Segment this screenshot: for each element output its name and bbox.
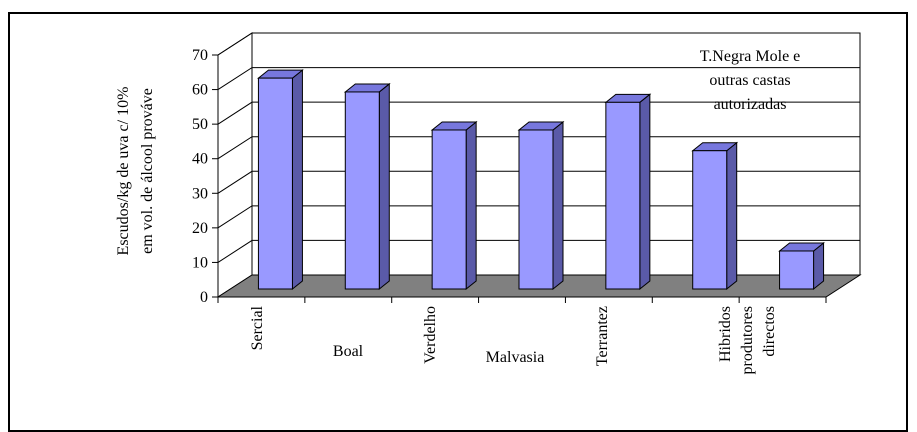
y-tick-label: 70 bbox=[192, 47, 208, 64]
gridlines bbox=[217, 32, 860, 263]
y-tick-label: 50 bbox=[192, 116, 208, 133]
gridline bbox=[217, 239, 860, 263]
bar bbox=[691, 141, 739, 291]
y-tick-label: 0 bbox=[200, 289, 208, 306]
x-category-label: T.Negra Mole e bbox=[700, 48, 801, 65]
y-tick-label: 60 bbox=[192, 82, 208, 99]
x-category-label: Terrantez bbox=[594, 306, 611, 366]
y-tick-label: 20 bbox=[192, 220, 208, 237]
x-category-label: produtores bbox=[739, 306, 756, 374]
gridline bbox=[217, 205, 860, 229]
bar bbox=[604, 93, 652, 291]
y-axis-title-line: em vol. de álcool prováve bbox=[139, 88, 156, 254]
bar bbox=[778, 241, 825, 291]
bar-front bbox=[257, 77, 293, 290]
bar-side bbox=[378, 82, 390, 291]
bar-front bbox=[692, 150, 728, 290]
gridline bbox=[217, 101, 860, 125]
x-axis-labels: Sercial Boal Verdelho Malvasia Terrantez Hibr… bbox=[249, 48, 800, 374]
gridline bbox=[217, 170, 860, 194]
gridline bbox=[217, 32, 860, 56]
bar-front bbox=[344, 91, 380, 290]
gridline bbox=[217, 136, 860, 160]
x-category-label: Malvasia bbox=[486, 349, 545, 366]
x-category-label: directos bbox=[761, 306, 778, 357]
bar bbox=[343, 82, 391, 291]
x-category-label: Hibridos bbox=[717, 306, 734, 362]
x-category-label: Sercial bbox=[249, 305, 266, 350]
gridline bbox=[217, 67, 860, 90]
bar bbox=[430, 120, 478, 291]
y-tick-label: 10 bbox=[192, 254, 208, 271]
side-wall bbox=[217, 32, 253, 298]
bars bbox=[257, 69, 825, 291]
bar-front bbox=[605, 101, 641, 290]
y-axis-label: Escudos/kg de uva c/ 10% em vol. de álcoo… bbox=[115, 87, 156, 256]
bar-side bbox=[639, 93, 651, 291]
x-category-label: Boal bbox=[333, 343, 364, 360]
y-axis-title-line: Escudos/kg de uva c/ 10% bbox=[115, 87, 132, 256]
x-category-label: Verdelho bbox=[422, 306, 439, 364]
bar-front bbox=[779, 250, 815, 290]
bar-chart: 0 10 20 30 40 50 60 70 Sercial Boal Verdelho Malva… bbox=[115, 32, 862, 374]
y-tick-label: 40 bbox=[192, 151, 208, 168]
bar-side bbox=[465, 120, 477, 291]
x-category-label: autorizadas bbox=[714, 96, 787, 113]
y-axis: 0 10 20 30 40 50 60 70 bbox=[192, 47, 827, 306]
bar-side bbox=[726, 141, 738, 291]
bar bbox=[257, 69, 304, 291]
bar-side bbox=[552, 120, 564, 291]
y-tick-label: 30 bbox=[192, 185, 208, 202]
bar-front bbox=[431, 129, 467, 290]
x-category-label: outras castas bbox=[709, 72, 790, 89]
bar bbox=[517, 120, 565, 291]
bar-front bbox=[518, 129, 554, 290]
bar-side bbox=[291, 69, 303, 291]
